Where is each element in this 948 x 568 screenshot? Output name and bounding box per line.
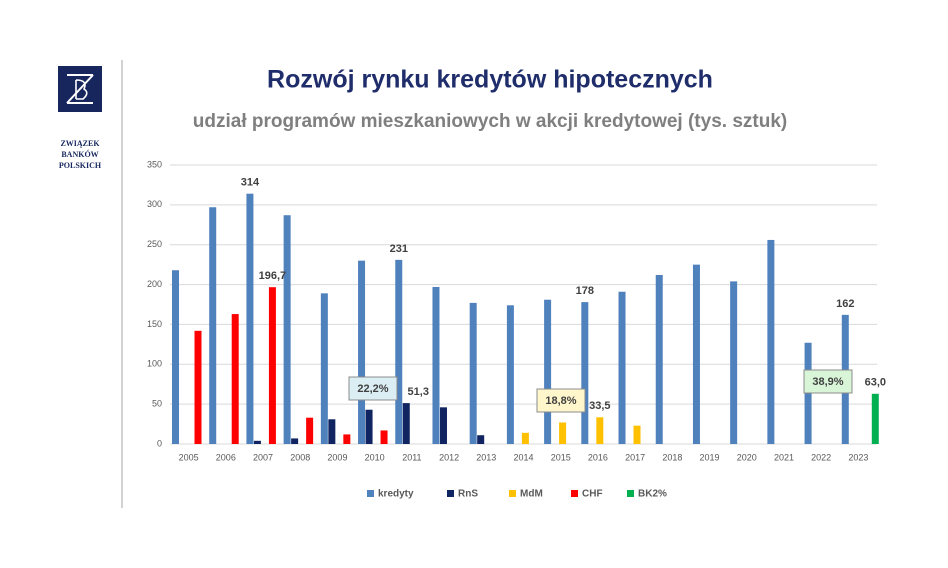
logo: ZWIĄZEK BANKÓW POLSKICH <box>58 66 102 170</box>
chart-title: Rozwój rynku kredytów hipotecznych <box>267 66 713 94</box>
y-tick-label: 50 <box>152 399 162 409</box>
bar <box>306 417 314 444</box>
legend-swatch <box>367 490 374 497</box>
x-tick-label: 2015 <box>551 452 571 462</box>
bar <box>618 291 626 444</box>
logo-emblem <box>66 74 94 104</box>
x-tick-label: 2022 <box>811 452 831 462</box>
bar <box>172 270 179 444</box>
legend-swatch <box>627 490 634 497</box>
annotation-box <box>536 388 586 413</box>
bar <box>596 417 604 444</box>
value-label: 51,3 <box>408 386 429 398</box>
logo-text: ZWIĄZEK <box>60 139 100 148</box>
x-tick-label: 2017 <box>625 452 645 462</box>
bar <box>358 260 366 444</box>
legend-swatch <box>447 490 454 497</box>
legend-label: MdM <box>520 489 543 500</box>
y-tick-label: 350 <box>147 159 162 169</box>
bar <box>194 330 202 444</box>
bar <box>559 422 567 444</box>
value-label: 196,7 <box>259 270 287 282</box>
x-tick-label: 2012 <box>439 452 459 462</box>
x-tick-label: 2013 <box>476 452 496 462</box>
bar <box>395 259 403 444</box>
logo-text: BANKÓW <box>61 149 98 159</box>
value-label: 314 <box>241 177 260 189</box>
annotation-box <box>803 369 853 394</box>
y-tick-label: 100 <box>147 359 162 369</box>
bar <box>521 432 529 444</box>
bar <box>692 264 700 444</box>
legend-label: CHF <box>582 489 603 500</box>
y-tick-label: 150 <box>147 319 162 329</box>
bar <box>871 393 879 444</box>
bar <box>767 239 775 444</box>
x-tick-label: 2008 <box>290 452 310 462</box>
x-tick-label: 2009 <box>327 452 347 462</box>
bar <box>231 314 239 444</box>
bar <box>633 425 641 444</box>
x-tick-label: 2007 <box>253 452 273 462</box>
bar <box>268 287 276 444</box>
bar <box>283 215 291 444</box>
x-tick-label: 2010 <box>365 452 385 462</box>
logo-text: POLSKICH <box>59 161 102 170</box>
value-label: 231 <box>390 243 408 255</box>
legend-swatch <box>509 490 516 497</box>
bar <box>477 435 485 444</box>
value-label: 178 <box>576 285 594 297</box>
bar <box>365 409 373 444</box>
bar <box>253 440 261 444</box>
annotation: 18,8% <box>545 395 576 407</box>
bar <box>402 403 410 444</box>
annotation: 38,9% <box>812 376 843 388</box>
bar <box>506 305 514 444</box>
legend-swatch <box>571 490 578 497</box>
bar <box>544 299 552 444</box>
y-tick-label: 250 <box>147 239 162 249</box>
x-tick-label: 2016 <box>588 452 608 462</box>
chart-subtitle: udział programów mieszkaniowych w akcji … <box>193 111 787 132</box>
bar <box>343 434 351 444</box>
bar <box>432 286 440 444</box>
x-tick-label: 2014 <box>513 452 533 462</box>
y-tick-label: 200 <box>147 279 162 289</box>
legend-label: BK2% <box>638 489 667 500</box>
annotation-box <box>348 376 398 401</box>
x-tick-label: 2020 <box>737 452 757 462</box>
y-tick-label: 300 <box>147 199 162 209</box>
bar <box>291 438 299 444</box>
x-tick-label: 2018 <box>662 452 682 462</box>
x-tick-label: 2023 <box>848 452 868 462</box>
bar <box>328 419 336 444</box>
bar <box>730 281 738 444</box>
value-label: 33,5 <box>589 400 610 412</box>
bar <box>209 207 217 444</box>
x-tick-label: 2005 <box>179 452 199 462</box>
bar <box>380 430 388 444</box>
legend-label: kredyty <box>378 489 414 500</box>
legend-label: RnS <box>458 489 478 500</box>
bar <box>246 193 254 444</box>
bar <box>581 302 589 444</box>
y-tick-label: 0 <box>157 438 162 448</box>
value-label: 63,0 <box>865 377 886 389</box>
x-tick-label: 2006 <box>216 452 236 462</box>
x-tick-label: 2019 <box>700 452 720 462</box>
bar <box>439 407 447 444</box>
value-label: 162 <box>836 298 854 310</box>
bar <box>655 275 663 444</box>
x-tick-label: 2021 <box>774 452 794 462</box>
annotation: 22,2% <box>357 383 388 395</box>
x-tick-label: 2011 <box>402 452 421 462</box>
logo-emblem <box>75 79 88 100</box>
bar <box>469 302 477 444</box>
bar <box>320 293 328 444</box>
